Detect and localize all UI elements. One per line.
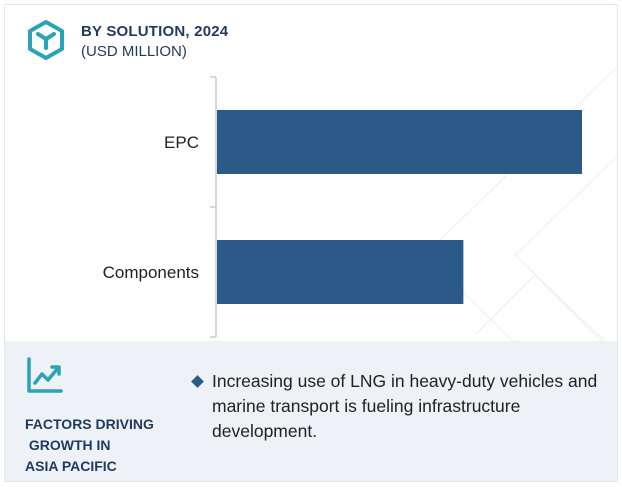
chart-header: BY SOLUTION, 2024 (USD MILLION) [25,19,228,61]
hexagon-cube-icon [28,20,64,60]
factors-heading-block: FACTORS DRIVING GROWTH IN ASIA PACIFIC [25,355,195,477]
chart-card: BY SOLUTION, 2024 (USD MILLION) EPC Compo… [4,4,618,482]
bar-chart: EPC Components [103,76,582,338]
line-chart-growth-icon [27,357,63,393]
factors-title: FACTORS DRIVING GROWTH IN ASIA PACIFIC [25,416,154,474]
factors-panel: FACTORS DRIVING GROWTH IN ASIA PACIFIC I… [5,341,617,481]
chart-subtitle: (USD MILLION) [81,43,187,60]
bar-epc [217,110,582,174]
bar-components [217,240,464,304]
diamond-bullet-icon [191,375,204,388]
category-label-components: Components [103,263,199,282]
factor-bullet: Increasing use of LNG in heavy-duty vehi… [191,369,603,444]
factor-bullet-text: Increasing use of LNG in heavy-duty vehi… [212,371,598,441]
category-label-epc: EPC [164,133,199,152]
chart-title: BY SOLUTION, 2024 [81,23,229,40]
